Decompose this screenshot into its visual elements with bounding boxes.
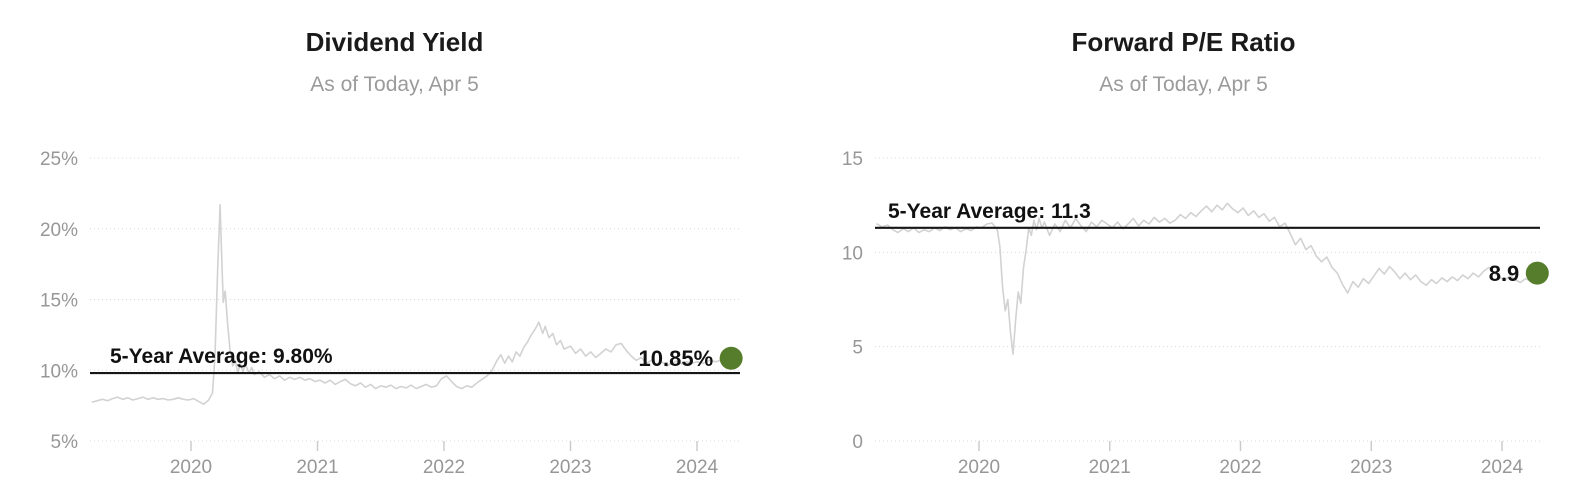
x-tick-label: 2020 [170,457,212,478]
x-tick-label: 2020 [958,457,1000,478]
latest-value-label: 10.85% [639,346,714,371]
y-tick-label: 25% [40,149,78,170]
series-line-dividend-yield [91,203,732,405]
latest-value-dot [1525,261,1549,285]
latest-value-label: 8.9 [1489,261,1520,286]
latest-value-dot [719,346,743,370]
chart-subtitle-forward-pe: As of Today, Apr 5 [1099,73,1268,96]
x-tick-label: 2023 [1350,457,1392,478]
x-tick-label: 2021 [1089,457,1131,478]
x-tick-label: 2023 [549,457,591,478]
forward-pe-line-chart: 15 10 5 0 2020 2021 2022 2023 2024 5-Year Average… [842,149,1549,478]
y-tick-label: 5 [852,338,863,359]
x-tick-label: 2024 [1481,457,1524,478]
average-value-label: 5-Year Average: 9.80% [110,345,333,368]
chart-panel-dividend-yield: Dividend Yield As of Today, Apr 5 25% 20%… [40,27,743,478]
chart-panel-forward-pe: Forward P/E Ratio As of Today, Apr 5 15 1… [789,0,1578,498]
chart-subtitle-dividend-yield: As of Today, Apr 5 [310,73,479,96]
y-tick-label: 5% [51,432,79,453]
y-tick-label: 15% [40,291,78,312]
x-tick-label: 2024 [676,457,719,478]
chart-title-dividend-yield: Dividend Yield [305,27,484,57]
y-tick-label: 0 [852,432,863,453]
series-line-forward-pe [876,202,1539,355]
y-tick-label: 20% [40,220,78,241]
dividend-yield-line-chart: 25% 20% 15% 10% 5% 2020 2021 2022 2023 2024 5-Year… [40,149,743,478]
x-tick-label: 2022 [1219,457,1261,478]
x-tick-label: 2021 [296,457,338,478]
x-tick-label: 2022 [423,457,465,478]
average-value-label: 5-Year Average: 11.3 [888,200,1091,223]
y-tick-label: 10 [842,243,863,264]
y-tick-label: 15 [842,149,863,170]
y-tick-label: 10% [40,361,78,382]
chart-title-forward-pe: Forward P/E Ratio [1071,27,1296,57]
